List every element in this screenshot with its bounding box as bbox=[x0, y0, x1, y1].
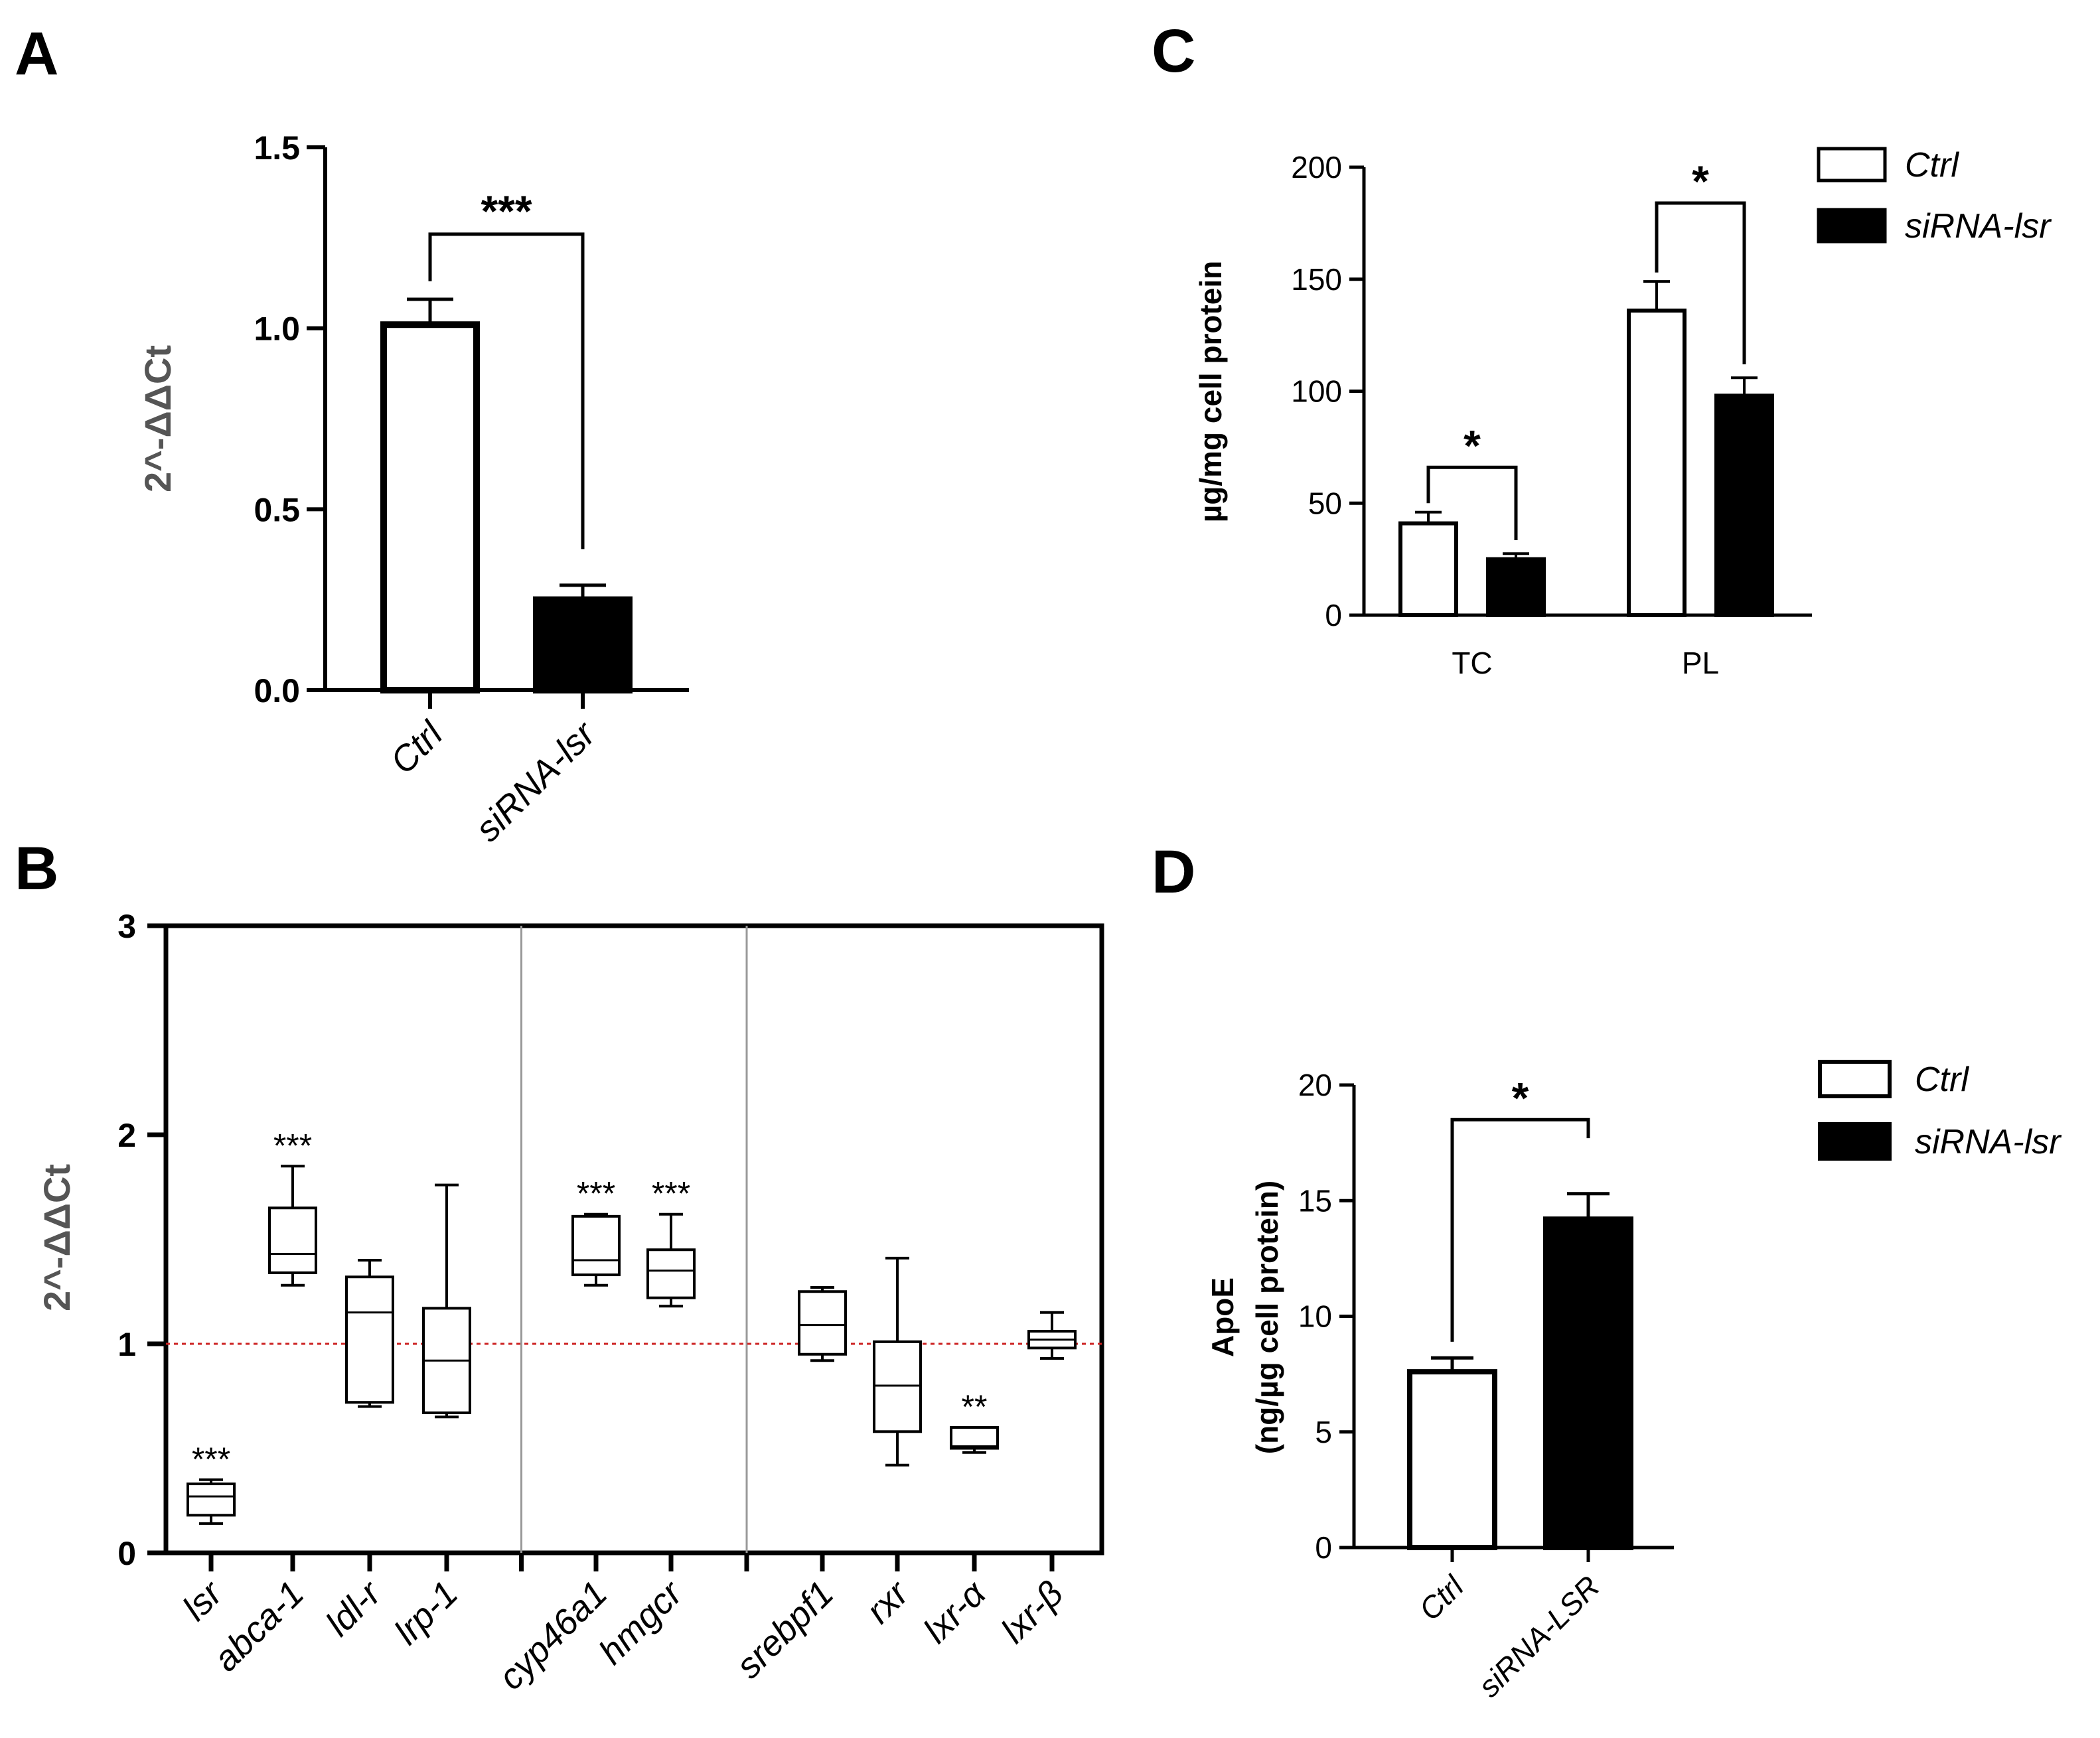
x-category-label: hmgcr bbox=[591, 1573, 691, 1672]
significance-label: * bbox=[1463, 421, 1481, 470]
panel-c-y-label: µg/mg cell protein bbox=[1193, 261, 1228, 523]
significance-label: *** bbox=[273, 1127, 312, 1164]
y-tick-label: 0 bbox=[1315, 1530, 1332, 1565]
y-tick-label: 200 bbox=[1291, 150, 1342, 184]
panel-d-chart: ApoE (ng/µg cell protein) 0 5 10 15 20 * Ctr… bbox=[1205, 1060, 2062, 1703]
panel-b-plot-frame bbox=[163, 923, 1104, 1556]
y-tick-label: 20 bbox=[1298, 1068, 1332, 1102]
box-iqr bbox=[571, 1214, 621, 1277]
box-iqr bbox=[345, 1275, 394, 1404]
box-lxr: ** bbox=[950, 1388, 999, 1454]
significance-bracket bbox=[1655, 201, 1746, 364]
box-rxr bbox=[873, 1256, 922, 1467]
x-category-label: Ctrl bbox=[1412, 1568, 1471, 1627]
significance-bracket bbox=[428, 232, 585, 549]
y-tick-label: 50 bbox=[1308, 486, 1342, 520]
legend-label-ctrl: Ctrl bbox=[1915, 1060, 1969, 1099]
panel-a-y-label: 2^-ΔΔCt bbox=[137, 345, 179, 492]
box-lsr: *** bbox=[187, 1441, 236, 1525]
significance-bracket bbox=[1426, 465, 1518, 540]
legend-swatch-sirna bbox=[1817, 208, 1887, 244]
box-lxr bbox=[1027, 1311, 1077, 1360]
box-hmgcr: *** bbox=[646, 1175, 696, 1308]
y-tick-label: 1.0 bbox=[254, 311, 300, 348]
significance-label: *** bbox=[192, 1441, 230, 1478]
legend-label-sirna: siRNA-lsr bbox=[1905, 207, 2052, 246]
significance-label: ** bbox=[962, 1388, 988, 1425]
x-category-label: siRNA-lsr bbox=[468, 713, 604, 849]
significance-label: * bbox=[1512, 1073, 1529, 1122]
y-tick-label: 0.5 bbox=[254, 491, 300, 528]
y-tick-label: 15 bbox=[1298, 1183, 1332, 1218]
x-category-label: lxr-β bbox=[994, 1573, 1071, 1651]
box-iqr bbox=[268, 1206, 317, 1274]
legend-swatch-ctrl bbox=[1817, 147, 1887, 182]
bar-pl-ctrl bbox=[1627, 309, 1687, 617]
panel-letter-b: B bbox=[15, 835, 58, 903]
y-tick-label: 1.5 bbox=[254, 129, 300, 167]
x-category-label: abca-1 bbox=[206, 1573, 311, 1679]
significance-label: *** bbox=[577, 1175, 615, 1212]
box-cyp46a1: *** bbox=[571, 1175, 621, 1287]
x-category-label: cyp46a1 bbox=[491, 1573, 615, 1698]
box-iqr bbox=[646, 1248, 696, 1299]
bar-tc-ctrl bbox=[1398, 521, 1458, 617]
box-lrp-1 bbox=[422, 1183, 471, 1419]
x-category-label: PL bbox=[1682, 646, 1719, 680]
bar-sirna-lsr bbox=[533, 596, 633, 694]
x-category-label: lsr bbox=[175, 1573, 231, 1629]
panel-a-chart: 2^-ΔΔCt 0.0 0.5 1.0 1.5 *** Ctrl siRNA-lsr bbox=[137, 129, 689, 849]
bar-tc-sirna-lsr bbox=[1486, 557, 1546, 617]
legend-swatch-sirna bbox=[1818, 1122, 1892, 1161]
panel-d-y-label-2: (ng/µg cell protein) bbox=[1250, 1181, 1284, 1454]
panel-letter-d: D bbox=[1152, 838, 1195, 906]
y-tick-label: 2 bbox=[117, 1117, 136, 1154]
significance-label: *** bbox=[652, 1175, 690, 1212]
panel-letter-c: C bbox=[1152, 17, 1195, 85]
significance-label: *** bbox=[481, 186, 532, 236]
y-tick-label: 0 bbox=[117, 1535, 136, 1572]
y-tick-label: 150 bbox=[1291, 262, 1342, 297]
bar-ctrl bbox=[380, 321, 480, 694]
x-category-label: siRNA-LSR bbox=[1471, 1569, 1606, 1703]
panel-d-y-label-1: ApoE bbox=[1205, 1277, 1240, 1357]
panel-d-legend: Ctrl siRNA-lsr bbox=[1818, 1060, 2062, 1161]
x-category-label: Ctrl bbox=[383, 713, 451, 782]
y-tick-label: 0 bbox=[1325, 598, 1342, 632]
x-category-label: lrp-1 bbox=[387, 1573, 466, 1652]
bar-sirna-lsr bbox=[1543, 1216, 1633, 1550]
legend-label-sirna: siRNA-lsr bbox=[1915, 1123, 2062, 1161]
panel-b-y-label: 2^-ΔΔCt bbox=[36, 1164, 78, 1311]
y-tick-label: 3 bbox=[117, 908, 136, 945]
box-srebpf1 bbox=[798, 1285, 847, 1362]
legend-label-ctrl: Ctrl bbox=[1905, 146, 1959, 184]
x-category-label: TC bbox=[1452, 646, 1492, 680]
y-tick-label: 10 bbox=[1298, 1299, 1332, 1334]
box-abca-1: *** bbox=[268, 1127, 317, 1287]
y-tick-label: 5 bbox=[1315, 1415, 1332, 1449]
significance-bracket bbox=[1450, 1118, 1590, 1342]
panel-c-legend: Ctrl siRNA-lsr bbox=[1817, 146, 2052, 246]
y-tick-label: 100 bbox=[1291, 374, 1342, 409]
y-tick-label: 1 bbox=[117, 1326, 136, 1363]
legend-swatch-ctrl bbox=[1818, 1060, 1892, 1098]
panel-letter-a: A bbox=[15, 20, 58, 88]
box-iqr bbox=[187, 1483, 236, 1517]
box-iqr bbox=[873, 1340, 922, 1433]
x-category-label: srebpf1 bbox=[729, 1573, 842, 1686]
x-category-label: ldl-r bbox=[318, 1573, 389, 1644]
bar-ctrl bbox=[1407, 1369, 1497, 1550]
box-iqr bbox=[798, 1290, 847, 1356]
box-iqr bbox=[950, 1426, 999, 1450]
x-category-label: lxr-α bbox=[916, 1573, 994, 1651]
y-tick-label: 0.0 bbox=[254, 672, 300, 709]
x-category-label: rxr bbox=[859, 1573, 917, 1631]
bar-pl-sirna-lsr bbox=[1714, 394, 1774, 617]
box-ldl-r bbox=[345, 1259, 394, 1408]
significance-label: * bbox=[1692, 157, 1709, 206]
